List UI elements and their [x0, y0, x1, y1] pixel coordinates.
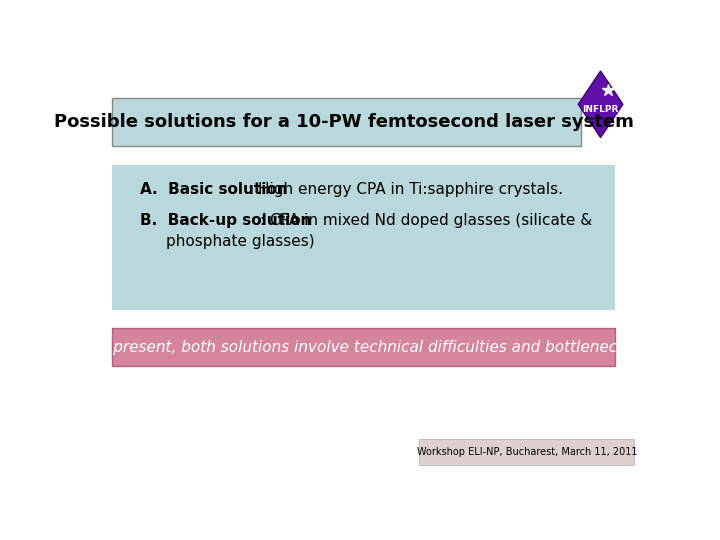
- Text: B.  Back-up solution: B. Back-up solution: [140, 213, 312, 228]
- Text: : High energy CPA in Ti:sapphire crystals.: : High energy CPA in Ti:sapphire crystal…: [248, 182, 563, 197]
- Text: phosphate glasses): phosphate glasses): [166, 234, 315, 249]
- FancyBboxPatch shape: [112, 165, 615, 310]
- Text: Possible solutions for a 10-PW femtosecond laser system: Possible solutions for a 10-PW femtoseco…: [54, 113, 634, 131]
- Polygon shape: [578, 71, 623, 138]
- Text: Workshop ELI-NP, Bucharest, March 11, 2011: Workshop ELI-NP, Bucharest, March 11, 20…: [417, 447, 637, 457]
- Text: INFLPR: INFLPR: [582, 105, 618, 114]
- Text: A.  Basic solution: A. Basic solution: [140, 182, 288, 197]
- FancyBboxPatch shape: [112, 328, 615, 366]
- Text: : CPA in mixed Nd doped glasses (silicate &: : CPA in mixed Nd doped glasses (silicat…: [260, 213, 593, 228]
- FancyBboxPatch shape: [112, 98, 581, 146]
- FancyBboxPatch shape: [419, 440, 634, 465]
- Text: At present, both solutions involve technical difficulties and bottlenecks: At present, both solutions involve techn…: [92, 340, 634, 355]
